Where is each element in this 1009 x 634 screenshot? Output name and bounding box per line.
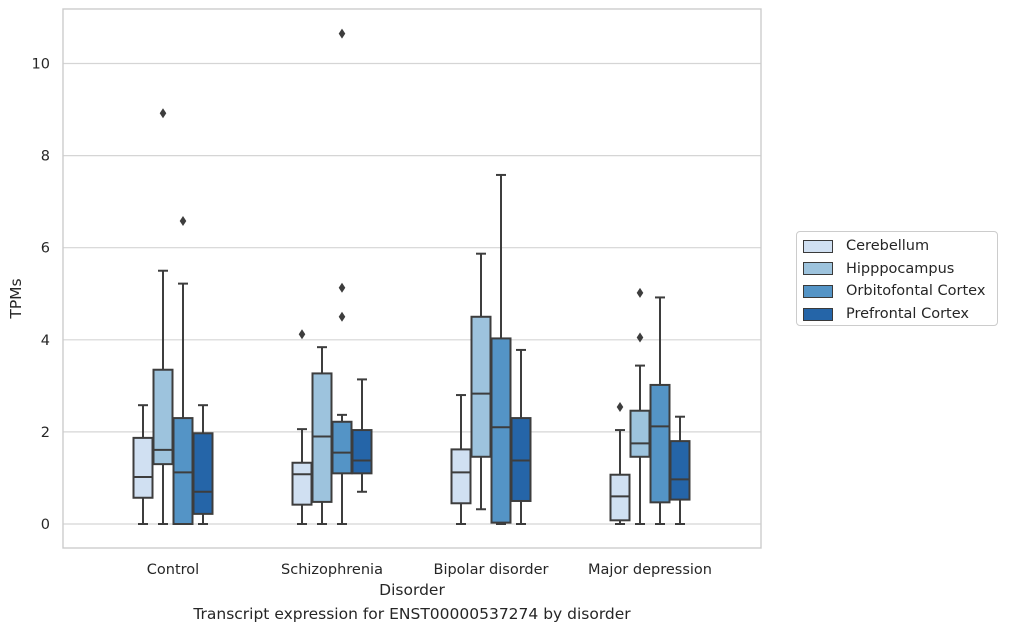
box-body [450,448,472,505]
box [629,287,651,525]
series-cerebellum [132,329,631,525]
box [152,108,174,525]
series-prefrontal-cortex [192,348,691,525]
plot-frame [62,8,762,549]
outlier-point [636,287,644,298]
x-tick-label: Major depression [588,562,712,578]
y-tick-label-6: 6 [41,241,50,257]
box [331,28,353,525]
outlier-point [616,402,624,413]
box [311,346,333,525]
x-axis-label: Disorder [379,581,445,599]
legend-item-hippocampus: Hipppocampus [803,258,997,281]
y-tick-label-10: 10 [32,57,50,73]
legend-swatch-orbitofrontal [803,284,833,298]
legend-label-hippocampus: Hipppocampus [846,260,955,277]
box-body [609,473,631,522]
outlier-point [179,215,187,226]
y-tick-label-0: 0 [41,517,50,533]
legend-label-orbitofrontal: Orbitofontal Cortex [846,283,986,300]
box [351,378,373,493]
figure-caption: Transcript expression for ENST0000053727… [193,605,631,623]
box-body [172,417,194,525]
box-body [192,432,214,515]
y-tick-label-4: 4 [41,333,50,349]
box-body [152,368,174,466]
box [132,404,154,525]
box [291,329,313,525]
box [450,394,472,525]
box-body [291,461,313,506]
box-body [629,409,651,458]
box [510,348,532,525]
box [609,402,631,525]
legend-item-prefrontal: Prefrontal Cortex [803,303,997,326]
legend: Cerebellum Hipppocampus Orbitofontal Cor… [796,231,998,326]
x-tick-label: Control [147,562,199,578]
legend-swatch-cerebellum [803,239,833,253]
box [669,415,691,525]
box-body [351,429,373,475]
box-body [669,440,691,501]
x-tick-label: Bipolar disorder [434,562,549,578]
x-axis: Control Schizophrenia Bipolar disorder Majo… [147,562,712,578]
outlier-point [298,329,306,340]
box [192,404,214,525]
outlier-point [636,332,644,343]
outlier-point [338,311,346,322]
series-orbitofontal-cortex [172,28,671,525]
legend-item-orbitofrontal: Orbitofontal Cortex [803,280,997,303]
outlier-point [338,282,346,293]
legend-swatch-prefrontal [803,307,833,321]
box-body [649,383,671,504]
outlier-point [159,108,167,119]
box-body [311,372,333,503]
box-body [490,337,512,524]
y-tick-label-8: 8 [41,149,50,165]
outlier-point [338,28,346,39]
y-axis-label: TPMs [7,278,25,319]
box-body [331,420,353,475]
series-hipppocampus [152,108,651,525]
box-body [470,315,492,458]
legend-label-cerebellum: Cerebellum [846,238,930,255]
legend-label-prefrontal: Prefrontal Cortex [846,306,969,323]
box [490,173,512,525]
y-axis: 0 2 4 6 8 10 [32,57,50,534]
x-tick-label: Schizophrenia [281,562,383,578]
box [649,296,671,525]
box [172,215,194,525]
legend-swatch-hippocampus [803,262,833,276]
box [470,252,492,511]
legend-item-cerebellum: Cerebellum [803,235,997,258]
y-tick-label-2: 2 [41,425,50,441]
box-body [132,436,154,499]
